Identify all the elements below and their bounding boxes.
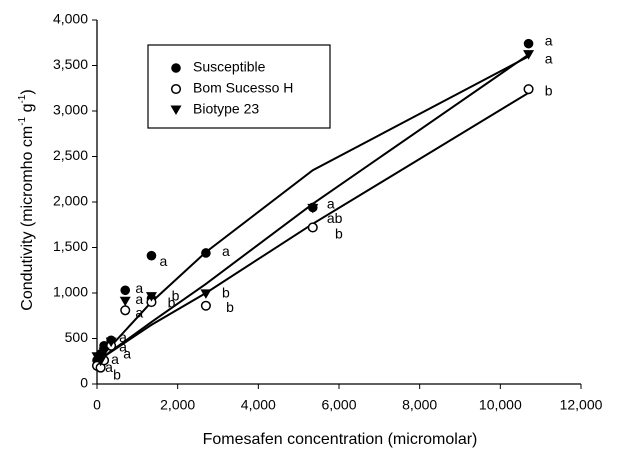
legend-label: Bom Sucesso H bbox=[193, 80, 293, 96]
point bbox=[201, 248, 211, 258]
annotation: a bbox=[327, 195, 335, 211]
x-tick-label: 0 bbox=[93, 397, 101, 413]
y-tick-label: 1,000 bbox=[53, 284, 88, 300]
annotation: b bbox=[172, 287, 180, 303]
annotation: a bbox=[545, 51, 553, 67]
y-tick-label: 3,000 bbox=[53, 102, 88, 118]
annotation: a bbox=[160, 253, 168, 269]
annotation: a bbox=[135, 291, 143, 307]
y-axis-title-superscript: -1 bbox=[17, 94, 28, 103]
annotation: a bbox=[135, 305, 143, 321]
y-tick-label: 1,500 bbox=[53, 238, 88, 254]
fit-curve bbox=[96, 53, 530, 363]
point bbox=[523, 38, 534, 49]
y-tick-label: 0 bbox=[80, 375, 88, 391]
point bbox=[98, 347, 110, 358]
annotation: b bbox=[222, 285, 230, 301]
annotation: b bbox=[168, 295, 176, 311]
x-tick-label: 12,000 bbox=[560, 397, 603, 413]
x-tick-label: 6,000 bbox=[321, 397, 356, 413]
point bbox=[95, 356, 107, 367]
annotation: a bbox=[123, 346, 131, 362]
annotation: a bbox=[119, 338, 127, 354]
x-tick-label: 2,000 bbox=[160, 397, 195, 413]
x-tick-label: 4,000 bbox=[241, 397, 276, 413]
point bbox=[145, 292, 157, 302]
y-axis-title-part: Condutivity (micromho cm bbox=[19, 126, 36, 311]
point bbox=[120, 285, 131, 296]
y-axis-title-part: ) bbox=[19, 89, 36, 94]
annotation: b bbox=[335, 225, 343, 241]
annotation: a bbox=[135, 280, 143, 296]
y-tick-label: 500 bbox=[65, 329, 89, 345]
point bbox=[120, 305, 131, 316]
y-tick-label: 2,500 bbox=[53, 147, 88, 163]
point bbox=[105, 337, 117, 348]
y-axis-title: Condutivity (micromho cm-1 g-1) bbox=[17, 89, 36, 310]
annotation: b bbox=[226, 299, 234, 315]
legend-label: Biotype 23 bbox=[193, 101, 259, 117]
y-tick-label: 2,000 bbox=[53, 193, 88, 209]
y-axis-title-superscript: -1 bbox=[17, 116, 28, 125]
annotation: a bbox=[222, 243, 230, 259]
x-tick-label: 8,000 bbox=[402, 397, 437, 413]
x-tick-label: 10,000 bbox=[479, 397, 522, 413]
legend-marker bbox=[170, 83, 182, 95]
annotation: a bbox=[111, 351, 119, 367]
point bbox=[119, 296, 131, 307]
point bbox=[307, 203, 319, 214]
annotation: a bbox=[119, 329, 127, 345]
point bbox=[307, 222, 318, 233]
annotation: a bbox=[105, 359, 113, 375]
point bbox=[523, 84, 534, 95]
y-tick-label: 4,000 bbox=[53, 11, 88, 27]
y-axis-title-part: g bbox=[19, 104, 36, 117]
annotation: b bbox=[545, 83, 553, 99]
point bbox=[523, 50, 535, 60]
legend-label: Susceptible bbox=[193, 59, 266, 75]
point bbox=[200, 300, 211, 311]
legend-marker bbox=[170, 105, 182, 115]
annotation: b bbox=[113, 367, 121, 383]
annotation: ab bbox=[327, 210, 343, 226]
point bbox=[200, 289, 212, 299]
y-tick-label: 3,500 bbox=[53, 56, 88, 72]
x-axis-title: Fomesafen concentration (micromolar) bbox=[203, 431, 478, 448]
legend-marker bbox=[171, 63, 181, 73]
point bbox=[146, 250, 157, 261]
annotation: a bbox=[545, 33, 553, 49]
